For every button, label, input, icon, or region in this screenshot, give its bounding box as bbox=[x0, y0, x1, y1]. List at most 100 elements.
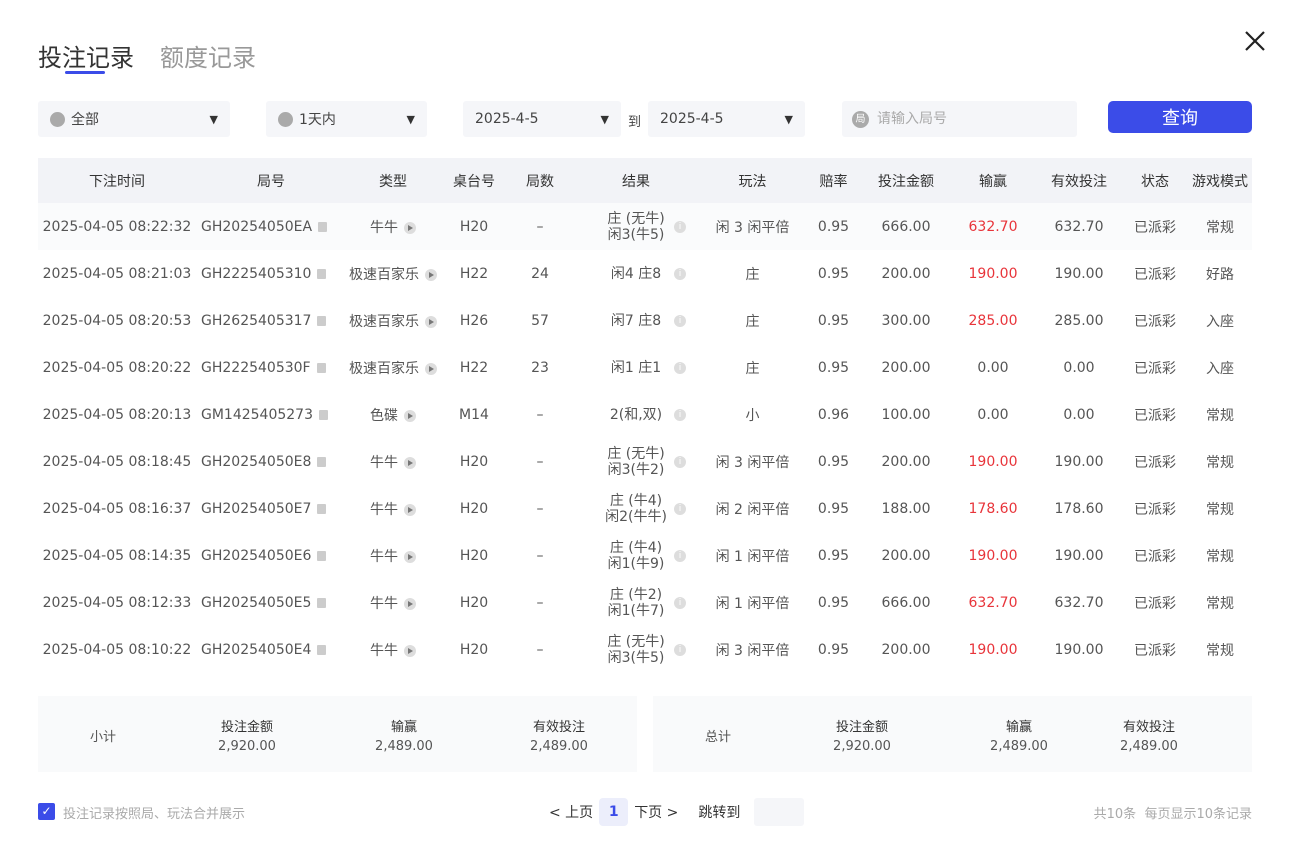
cell-valid: 190.00 bbox=[1036, 454, 1122, 470]
table-row: 2025-04-05 08:10:22 GH20254050E4 牛牛 H20 – 庄 (… bbox=[38, 626, 1252, 673]
info-icon[interactable]: i bbox=[674, 361, 686, 374]
valid-text: 190.00 bbox=[1054, 547, 1104, 564]
bet-text: 188.00 bbox=[881, 500, 931, 517]
clock-icon bbox=[278, 111, 293, 127]
table-row: 2025-04-05 08:14:35 GH20254050E6 牛牛 H20 – 庄 (… bbox=[38, 532, 1252, 579]
mode-text: 入座 bbox=[1206, 313, 1234, 330]
odds-text: 0.95 bbox=[817, 359, 850, 376]
cell-round: GH20254050E5 bbox=[196, 595, 346, 611]
valid-text: 190.00 bbox=[1054, 453, 1104, 470]
result-text: 庄 (无牛) 闲3(牛5) bbox=[607, 633, 665, 666]
copy-icon[interactable] bbox=[317, 503, 327, 514]
play-icon[interactable] bbox=[425, 362, 437, 375]
cell-type: 牛牛 bbox=[346, 640, 440, 660]
info-icon[interactable]: i bbox=[674, 314, 686, 327]
play-icon[interactable] bbox=[425, 315, 437, 328]
next-page-button[interactable]: 下页 > bbox=[634, 805, 679, 821]
prev-page-button[interactable]: < 上页 bbox=[549, 805, 594, 821]
cell-valid: 632.70 bbox=[1036, 219, 1122, 235]
play-icon[interactable] bbox=[404, 503, 416, 516]
play-icon[interactable] bbox=[404, 644, 416, 657]
jump-input[interactable] bbox=[754, 798, 805, 826]
cell-round: GH20254050E6 bbox=[196, 548, 346, 564]
play-icon[interactable] bbox=[404, 550, 416, 563]
win-text: 178.60 bbox=[968, 500, 1018, 517]
tab-bet-records[interactable]: 投注记录 bbox=[38, 38, 134, 74]
copy-icon[interactable] bbox=[317, 550, 327, 561]
info-icon[interactable]: i bbox=[674, 408, 686, 421]
copy-icon[interactable] bbox=[317, 597, 327, 608]
status-text: 已派彩 bbox=[1134, 595, 1176, 612]
cell-valid: 285.00 bbox=[1036, 313, 1122, 329]
valid-text: 632.70 bbox=[1054, 594, 1104, 611]
cell-valid: 178.60 bbox=[1036, 501, 1122, 517]
play-icon[interactable] bbox=[404, 221, 416, 234]
column-header: 玩法 bbox=[738, 173, 767, 190]
play-icon[interactable] bbox=[404, 409, 416, 422]
table-row: 2025-04-05 08:18:45 GH20254050E8 牛牛 H20 – 庄 (… bbox=[38, 438, 1252, 485]
valid-text: 178.60 bbox=[1054, 500, 1104, 517]
copy-icon[interactable] bbox=[317, 268, 327, 279]
range-select[interactable]: 1天内 ▼ bbox=[266, 101, 427, 137]
copy-icon[interactable] bbox=[317, 644, 327, 655]
cell-mode: 常规 bbox=[1188, 217, 1252, 237]
cell-bet: 200.00 bbox=[862, 266, 950, 282]
cell-win: 190.00 bbox=[950, 454, 1036, 470]
play-text: 庄 bbox=[745, 266, 760, 283]
bet-text: 666.00 bbox=[881, 218, 931, 235]
date-to-select[interactable]: 2025-4-5 ▼ bbox=[648, 101, 805, 137]
cell-round: GH20254050E8 bbox=[196, 454, 346, 470]
round-text: GH20254050E5 bbox=[201, 594, 312, 611]
cell-table: H22 bbox=[440, 266, 508, 282]
chevron-down-icon: ▼ bbox=[600, 112, 609, 126]
round-text: GH20254050E4 bbox=[201, 641, 312, 658]
date-from-value: 2025-4-5 bbox=[475, 111, 539, 127]
total-valid: 2,489.00 bbox=[1120, 739, 1178, 754]
total-valid-label: 有效投注 bbox=[1122, 720, 1175, 735]
copy-icon[interactable] bbox=[317, 315, 327, 326]
cell-odds: 0.95 bbox=[805, 454, 862, 470]
table-row: 2025-04-05 08:16:37 GH20254050E7 牛牛 H20 – 庄 (… bbox=[38, 485, 1252, 532]
cell-odds: 0.95 bbox=[805, 313, 862, 329]
info-icon[interactable]: i bbox=[674, 596, 686, 609]
round-text: GH222540530F bbox=[201, 359, 311, 376]
play-text: 闲 3 闲平倍 bbox=[715, 219, 790, 236]
copy-icon[interactable] bbox=[318, 221, 328, 232]
cell-table: H20 bbox=[440, 501, 508, 517]
merge-checkbox[interactable]: ✓ bbox=[38, 803, 55, 820]
close-icon[interactable] bbox=[1242, 28, 1268, 54]
bet-text: 200.00 bbox=[881, 547, 931, 564]
info-icon[interactable]: i bbox=[674, 455, 686, 468]
play-icon[interactable] bbox=[404, 456, 416, 469]
table-text: H20 bbox=[459, 218, 489, 235]
time-text: 2025-04-05 08:18:45 bbox=[42, 453, 192, 470]
date-from-select[interactable]: 2025-4-5 ▼ bbox=[463, 101, 621, 137]
round-input[interactable] bbox=[877, 111, 1057, 127]
copy-icon[interactable] bbox=[319, 409, 328, 420]
info-icon[interactable]: i bbox=[674, 502, 686, 515]
page-1-button[interactable]: 1 bbox=[599, 798, 629, 826]
play-icon[interactable] bbox=[425, 268, 437, 281]
game-select[interactable]: 全部 ▼ bbox=[38, 101, 230, 137]
cell-type: 牛牛 bbox=[346, 452, 440, 472]
info-icon[interactable]: i bbox=[674, 267, 686, 280]
cell-win: 285.00 bbox=[950, 313, 1036, 329]
info-icon[interactable]: i bbox=[674, 549, 686, 562]
play-icon[interactable] bbox=[404, 597, 416, 610]
odds-text: 0.95 bbox=[817, 218, 850, 235]
table-text: H20 bbox=[459, 453, 489, 470]
tab-credit-records[interactable]: 额度记录 bbox=[160, 44, 256, 72]
info-icon[interactable]: i bbox=[674, 643, 686, 656]
info-icon[interactable]: i bbox=[674, 220, 686, 233]
copy-icon[interactable] bbox=[316, 362, 326, 373]
result-text: 庄 (牛4) 闲1(牛9) bbox=[607, 539, 665, 572]
table-row: 2025-04-05 08:20:13 GM1425405273 色碟 M14 – 2(和… bbox=[38, 391, 1252, 438]
round-text: GH20254050EA bbox=[201, 218, 313, 235]
query-button[interactable]: 查询 bbox=[1108, 101, 1252, 133]
total-bet: 2,920.00 bbox=[833, 739, 891, 754]
subtotal-win-label: 输赢 bbox=[390, 720, 417, 735]
cell-count: – bbox=[508, 595, 572, 611]
copy-icon[interactable] bbox=[317, 456, 327, 467]
status-text: 已派彩 bbox=[1134, 360, 1176, 377]
type-text: 牛牛 bbox=[370, 501, 398, 518]
